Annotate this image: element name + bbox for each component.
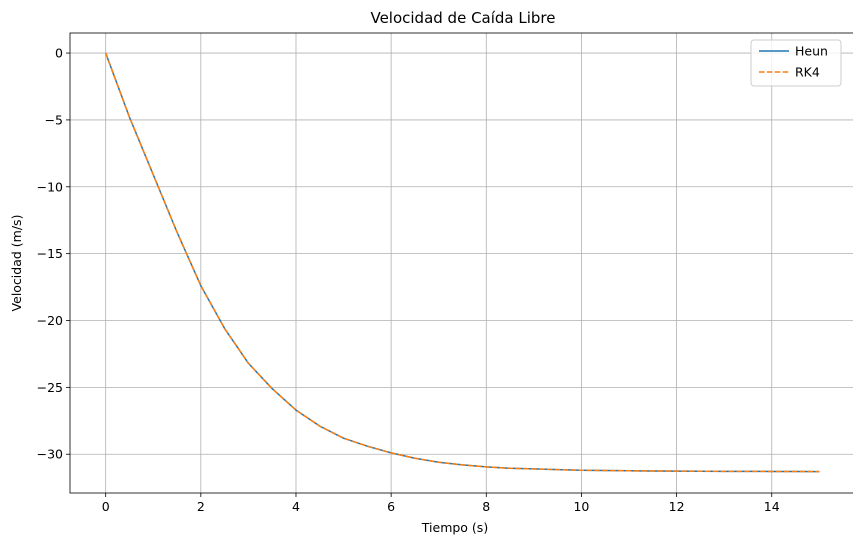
grid xyxy=(70,33,853,493)
x-tick-label: 10 xyxy=(573,499,589,514)
y-tick-label: −5 xyxy=(45,112,63,127)
legend: Heun RK4 xyxy=(750,39,842,87)
series-layer xyxy=(104,52,820,473)
x-tick-label: 12 xyxy=(669,499,685,514)
y-tick-label: −10 xyxy=(37,179,63,194)
x-tick-label: 14 xyxy=(764,499,780,514)
y-tick-label: 0 xyxy=(55,46,63,61)
chart-title: Velocidad de Caída Libre xyxy=(370,9,555,27)
ticks: 0 2 4 6 8 10 12 14 0 −5 −10 −15 −20 −25 −30 xyxy=(37,46,780,514)
y-tick-label: −30 xyxy=(37,447,63,462)
y-tick-label: −15 xyxy=(37,246,63,261)
x-axis-title: Tiempo (s) xyxy=(421,520,488,535)
plot-area-frame xyxy=(69,32,853,494)
x-tick-label: 8 xyxy=(482,499,490,514)
y-tick-label: −25 xyxy=(37,380,63,395)
legend-label-heun: Heun xyxy=(795,44,828,59)
x-tick-label: 4 xyxy=(292,499,300,514)
x-tick-label: 2 xyxy=(197,499,205,514)
y-tick-label: −20 xyxy=(37,313,63,328)
series-line-rk4 xyxy=(104,52,820,473)
x-tick-label: 6 xyxy=(387,499,395,514)
x-tick-label: 0 xyxy=(102,499,110,514)
legend-label-rk4: RK4 xyxy=(795,65,820,80)
y-axis-title: Velocidad (m/s) xyxy=(9,215,24,312)
